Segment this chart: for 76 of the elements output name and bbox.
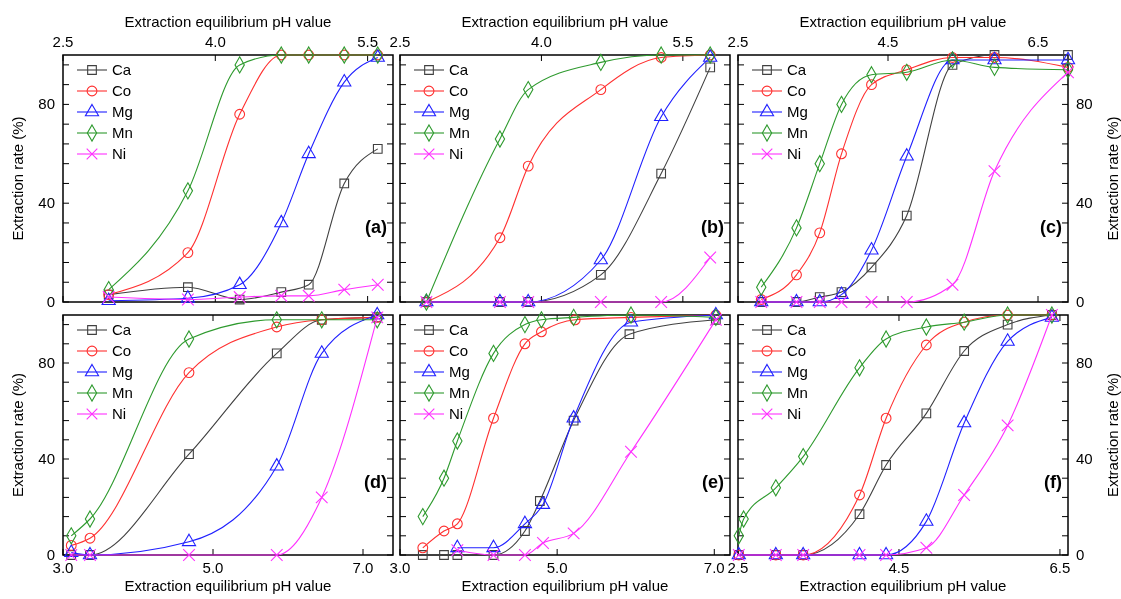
y-tick-label: 80	[38, 95, 55, 113]
y2-tick-label: 80	[1076, 354, 1093, 371]
legend-label: Mn	[449, 384, 470, 401]
legend-label: Ni	[787, 145, 802, 162]
x-tick-label: 7.0	[352, 559, 374, 576]
y2-tick-label: 40	[1076, 450, 1093, 467]
y-axis-title: Extraction rate (%)	[9, 116, 26, 241]
legend-label: Ni	[112, 145, 127, 162]
legend-label: Mg	[787, 103, 808, 120]
annotation: (d)	[364, 471, 387, 492]
legend-label: Mg	[449, 103, 470, 120]
legend-label: Mg	[112, 363, 133, 380]
x-axis-title: Extraction equilibrium pH value	[461, 13, 669, 30]
legend-label: Ca	[112, 321, 132, 338]
y-tick-label: 40	[38, 194, 55, 212]
x-tick-label: 3.0	[52, 559, 74, 576]
y-axis-title: Extraction rate (%)	[9, 372, 26, 498]
legend-label: Mn	[112, 384, 133, 401]
x-tick-label: 2.5	[389, 33, 411, 50]
annotation: (c)	[1040, 216, 1062, 237]
x-tick-label: 3.0	[389, 559, 411, 576]
y2-axis-title: Extraction rate (%)	[1104, 116, 1121, 241]
annotation: (b)	[701, 216, 724, 237]
legend-label: Co	[449, 342, 469, 359]
legend-label: Co	[112, 342, 132, 359]
legend-label: Mg	[112, 103, 133, 120]
x-tick-label: 2.5	[727, 559, 749, 576]
x-tick-label: 2.5	[52, 33, 74, 50]
legend-label: Mn	[787, 124, 808, 141]
x-axis-title: Extraction equilibrium pH value	[124, 577, 332, 594]
legend-label: Ni	[449, 145, 464, 162]
legend-label: Ca	[787, 321, 807, 338]
legend-label: Ni	[112, 405, 127, 422]
annotation: (a)	[365, 216, 387, 237]
x-tick-label: 7.0	[703, 559, 725, 576]
legend-label: Mn	[112, 124, 133, 141]
legend-label: Co	[787, 342, 807, 359]
x-axis-title: Extraction equilibrium pH value	[461, 577, 669, 594]
legend-label: Ca	[112, 61, 132, 78]
x-tick-label: 4.5	[888, 559, 910, 576]
y2-tick-label: 0	[1076, 546, 1085, 563]
legend-label: Mg	[449, 363, 470, 380]
legend-label: Ca	[787, 61, 807, 78]
y-tick-label: 0	[46, 546, 55, 563]
legend-label: Mg	[787, 363, 808, 380]
x-tick-label: 5.5	[357, 33, 379, 50]
x-tick-label: 4.5	[877, 33, 899, 50]
legend-label: Ca	[449, 61, 469, 78]
x-tick-label: 4.0	[531, 33, 552, 50]
y2-tick-label: 40	[1076, 194, 1093, 212]
legend-label: Co	[449, 82, 469, 99]
y2-axis-title: Extraction rate (%)	[1104, 372, 1121, 498]
y-tick-label: 80	[38, 354, 55, 371]
x-tick-label: 5.0	[546, 559, 568, 576]
annotation: (f)	[1044, 471, 1062, 492]
y2-tick-label: 0	[1076, 293, 1085, 310]
legend-label: Ni	[787, 405, 802, 422]
x-axis-title: Extraction equilibrium pH value	[799, 13, 1007, 30]
y-tick-label: 40	[38, 450, 55, 467]
x-axis-title: Extraction equilibrium pH value	[124, 13, 332, 30]
legend-label: Co	[112, 82, 132, 99]
legend-label: Mn	[449, 124, 470, 141]
legend-label: Mn	[787, 384, 808, 401]
legend-label: Co	[787, 82, 807, 99]
y2-tick-label: 80	[1076, 95, 1093, 113]
x-axis-title: Extraction equilibrium pH value	[799, 577, 1007, 594]
x-tick-label: 6.5	[1027, 33, 1049, 50]
annotation: (e)	[702, 471, 724, 492]
x-tick-label: 2.5	[727, 33, 749, 50]
x-tick-label: 6.5	[1049, 559, 1071, 576]
x-tick-label: 5.5	[672, 33, 694, 50]
legend-label: Ni	[449, 405, 464, 422]
legend-label: Ca	[449, 321, 469, 338]
y-tick-label: 0	[46, 293, 55, 310]
x-tick-label: 4.0	[204, 33, 226, 50]
x-tick-label: 5.0	[202, 559, 224, 576]
